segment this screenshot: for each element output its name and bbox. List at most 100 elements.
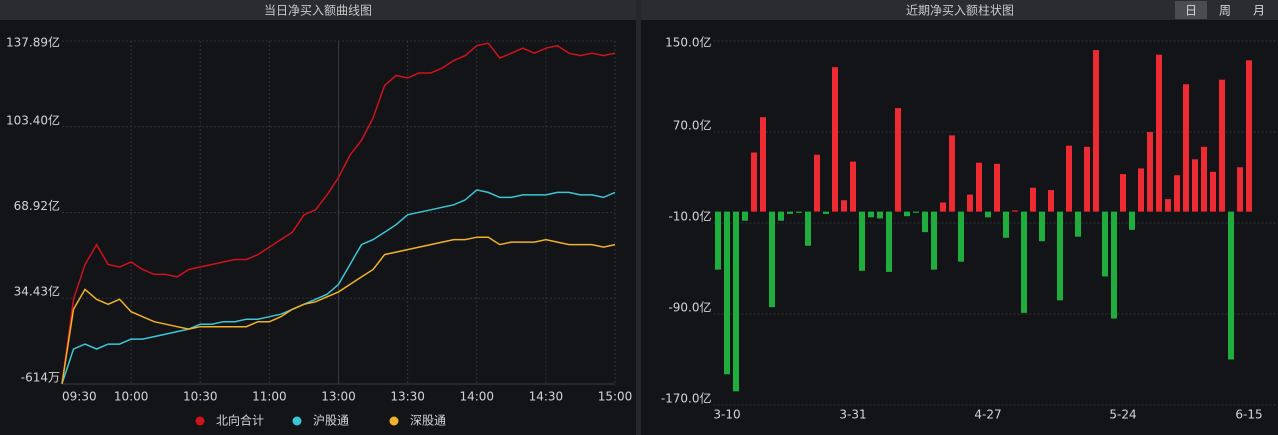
bar [922,211,928,233]
x-tick-label: 15:00 [598,390,633,404]
bar [949,135,955,212]
y-tick-label: 70.0亿 [673,118,712,133]
y-tick-label: 150.0亿 [665,35,711,50]
right-header [641,0,1278,20]
bar [1075,211,1081,237]
bar [1048,190,1054,212]
bar [832,67,838,212]
bar [1021,211,1027,313]
legend-label: 深股通 [410,414,446,428]
bar [1039,211,1045,242]
bar [877,211,883,219]
bar [1219,79,1225,212]
series-line [61,236,616,384]
bar [1066,145,1072,212]
x-tick-label: 10:00 [114,390,149,404]
chart-title: 近期净买入额柱状图 [906,3,1014,18]
tab[interactable] [1243,1,1275,19]
bar [1012,210,1018,212]
bar [850,161,856,212]
bar [1183,84,1189,212]
bar [1192,159,1198,212]
bar [967,194,973,212]
bar [1102,211,1108,277]
bar [913,211,919,213]
tab[interactable] [1175,1,1207,19]
y-tick-label: 103.40亿 [6,112,60,127]
bar [1210,171,1216,212]
bar [1147,132,1153,212]
bar [1120,174,1126,212]
x-tick-label: 6-15 [1235,408,1262,422]
series-line [61,189,616,385]
bar [994,163,1000,212]
bar [1057,211,1063,301]
x-tick-label: 14:30 [529,390,564,404]
tab-label[interactable]: 周 [1219,4,1231,18]
y-tick-label: 137.89亿 [6,35,60,50]
bar [751,152,757,212]
bar [787,211,793,214]
left-header [0,0,636,20]
bar [1156,54,1162,212]
bar [1228,211,1234,360]
bar [715,211,721,270]
period-tabs: 日周月 [1175,1,1275,19]
divider [636,0,641,435]
x-tick-label: 4-27 [974,408,1001,422]
bar [733,211,739,392]
x-tick-label: 10:30 [183,390,218,404]
bar [895,108,901,212]
bar [1174,175,1180,212]
bar [805,211,811,246]
bar [859,211,865,271]
y-tick-label: 34.43亿 [14,284,60,299]
x-tick-label: 11:00 [252,390,287,404]
y-tick-label: -170.0亿 [661,391,712,406]
x-tick-label: 5-24 [1109,408,1136,422]
x-tick-label: 14:00 [459,390,494,404]
bar [1129,211,1135,230]
bar [814,154,820,212]
bar [1201,146,1207,212]
legend-label: 沪股通 [313,414,349,428]
bar [1084,146,1090,212]
bar [1246,60,1252,212]
bar [931,211,937,270]
bar [1030,187,1036,212]
y-tick-label: -10.0亿 [668,209,711,224]
x-tick-label: 09:30 [62,390,97,404]
legend-marker [292,416,302,426]
bar [769,211,775,308]
y-tick-label: 68.92亿 [14,198,60,213]
legend-marker [389,416,399,426]
legend-label: 北向合计 [216,413,264,428]
bar [778,211,784,221]
bar [940,202,946,212]
x-tick-label: 13:00 [321,390,356,404]
bar [1138,168,1144,212]
bar [976,162,982,212]
x-tick-label: 3-10 [713,408,740,422]
y-tick-label: -90.0亿 [668,300,711,315]
bar [1093,50,1099,212]
legend-marker [195,416,205,426]
bar [1165,199,1171,212]
x-tick-label: 13:30 [390,390,425,404]
x-tick-label: 3-31 [839,408,866,422]
bar [1111,211,1117,319]
bar [904,211,910,217]
y-tick-label: -614万 [21,371,60,385]
tab-label[interactable]: 月 [1253,4,1265,18]
bar [841,200,847,212]
bar [1003,211,1009,238]
series-line [61,42,616,384]
bar [868,211,874,218]
bar [1237,167,1243,212]
tab-label[interactable]: 日 [1185,4,1197,18]
bar [958,211,964,262]
tab[interactable] [1209,1,1241,19]
bar [823,211,829,214]
